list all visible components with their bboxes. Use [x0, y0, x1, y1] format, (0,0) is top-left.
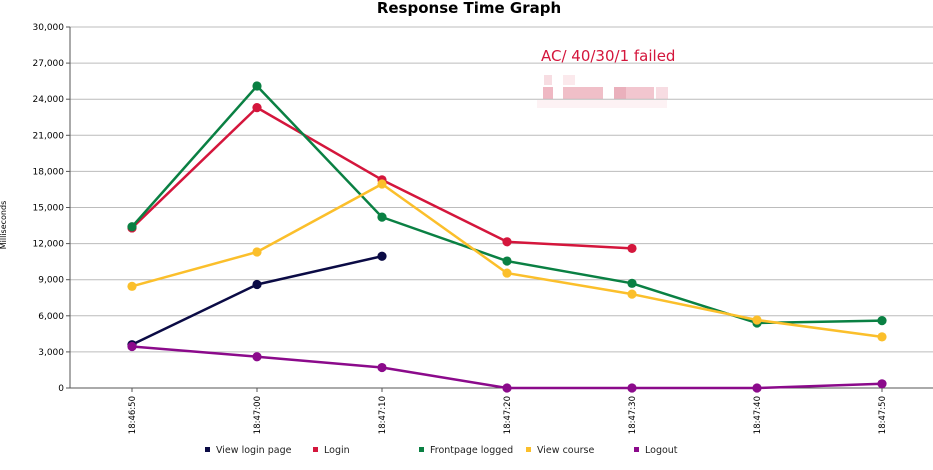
data-point [377, 213, 386, 222]
x-tick-label: 18:47:30 [628, 396, 638, 434]
grid-layer [70, 27, 933, 352]
data-point [127, 282, 136, 291]
data-point [752, 383, 761, 392]
legend-swatch [205, 447, 210, 452]
legend-item: Login [313, 444, 350, 458]
data-point [877, 332, 886, 341]
data-point [252, 352, 261, 361]
data-point [377, 252, 386, 261]
y-tick-label: 15,000 [33, 204, 65, 214]
x-tick-label: 18:47:50 [878, 396, 888, 434]
legend-label: View course [537, 445, 594, 456]
data-point [502, 256, 511, 265]
x-tick-label: 18:47:40 [753, 396, 763, 434]
data-point [627, 279, 636, 288]
chart-title: Response Time Graph [377, 0, 561, 17]
x-tick-label: 18:47:10 [378, 396, 388, 434]
data-point [377, 363, 386, 372]
y-tick-label: 9,000 [38, 276, 64, 286]
y-axis-label: Milliseconds [0, 201, 8, 250]
x-tick-label: 18:46:50 [128, 396, 138, 434]
series-view-login-page [127, 252, 386, 350]
data-point [127, 222, 136, 231]
data-point [252, 81, 261, 90]
legend-label: View login page [216, 445, 291, 456]
data-point [127, 342, 136, 351]
data-point [252, 247, 261, 256]
x-tick-label: 18:47:20 [503, 396, 513, 434]
chart-legend: View login page Login Frontpage logged View… [0, 444, 933, 460]
data-point [502, 268, 511, 277]
y-tick-label: 3,000 [38, 348, 64, 358]
data-point [877, 379, 886, 388]
legend-item: View course [526, 444, 594, 458]
y-tick-label: 21,000 [33, 131, 65, 141]
y-tick-label: 30,000 [33, 23, 65, 33]
x-tick-label: 18:47:00 [253, 396, 263, 434]
y-tick-label: 18,000 [33, 167, 65, 177]
series-line [132, 346, 882, 388]
data-point [877, 316, 886, 325]
y-tick-label: 24,000 [33, 95, 65, 105]
legend-swatch [526, 447, 531, 452]
series-login [127, 103, 636, 253]
data-point [252, 103, 261, 112]
data-point [502, 383, 511, 392]
legend-item: View login page [205, 444, 291, 458]
series-logout [127, 342, 886, 393]
series-layer [127, 81, 886, 392]
data-point [627, 290, 636, 299]
y-tick-label: 0 [58, 384, 64, 394]
data-point [627, 244, 636, 253]
failed-annotation: AC/ 40/30/1 failed [541, 47, 675, 65]
y-tick-label: 6,000 [38, 312, 64, 322]
y-tick-label: 12,000 [33, 240, 65, 250]
y-tick-label: 27,000 [33, 59, 65, 69]
legend-swatch [634, 447, 639, 452]
legend-label: Logout [645, 445, 678, 456]
legend-item: Logout [634, 444, 678, 458]
data-point [627, 383, 636, 392]
legend-swatch [313, 447, 318, 452]
legend-label: Frontpage logged [430, 445, 513, 456]
legend-item: Frontpage logged [419, 444, 513, 458]
series-line [132, 86, 882, 323]
data-point [252, 280, 261, 289]
data-point [752, 315, 761, 324]
legend-swatch [419, 447, 424, 452]
series-line [132, 256, 382, 344]
redacted-block [533, 72, 675, 112]
data-point [502, 237, 511, 246]
legend-label: Login [324, 445, 350, 456]
series-frontpage-logged [127, 81, 886, 327]
data-point [377, 179, 386, 188]
